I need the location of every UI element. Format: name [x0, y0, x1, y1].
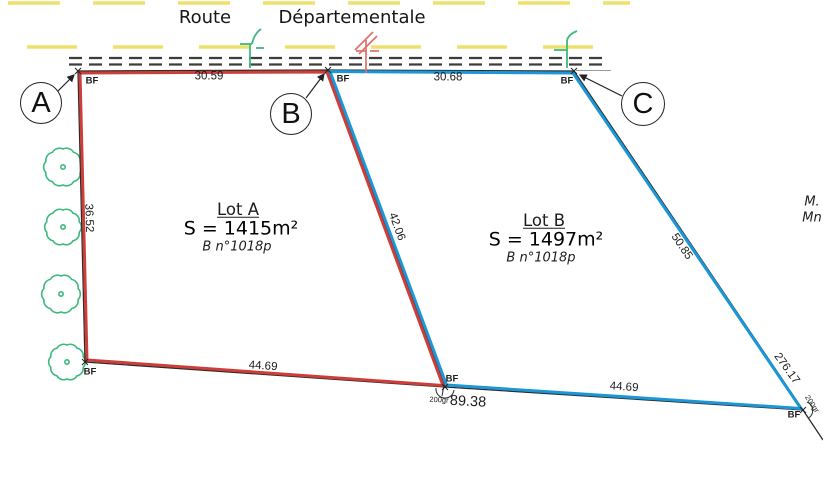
vertex-markers	[74, 66, 807, 414]
bf-label-bottom-mid: BF	[445, 373, 459, 385]
point-circle-c: C	[621, 82, 665, 126]
lot-a-name: Lot A	[217, 199, 259, 219]
point-label-c: C	[632, 87, 654, 120]
point-label-a: A	[31, 86, 51, 119]
point-circle-a: A	[20, 82, 62, 124]
road-edge-dashes	[69, 56, 608, 66]
dim-bc: 30.68	[433, 71, 463, 84]
road-name-word-1: Route	[178, 7, 232, 28]
dim-left-side: 36.52	[82, 203, 96, 233]
lot-b-name: Lot B	[522, 210, 566, 230]
bf-label-c: BF	[560, 75, 574, 87]
power-pole-icon	[354, 31, 379, 73]
margin-note-mn: Mn	[802, 210, 822, 226]
streetlight-icon-right	[554, 30, 578, 68]
bf-label-bottom-right: BF	[787, 409, 801, 421]
point-circle-b: B	[270, 93, 312, 135]
streetlight-icon-left	[240, 28, 264, 68]
dim-bottom-total: 89.38	[449, 392, 487, 411]
road-name-word-2: Départementale	[278, 7, 426, 28]
lot-b-parcel: B n°1018p	[506, 250, 576, 266]
bf-label-b: BF	[336, 73, 350, 85]
margin-note-m: M.	[804, 194, 820, 210]
lot-a-parcel: B n°1018p	[202, 239, 272, 255]
point-leader-lines	[57, 73, 623, 99]
angle-bottom-mid: 200gr	[429, 394, 449, 405]
tree-icons	[40, 147, 87, 381]
road-axis-markings	[8, 1, 630, 49]
lot-a-area: S = 1415m²	[183, 217, 299, 240]
dim-bottom-lot-b: 44.69	[609, 380, 639, 395]
bf-label-a: BF	[85, 75, 99, 87]
dim-ab: 30.59	[194, 70, 224, 83]
bf-label-bottom-left: BF	[83, 366, 97, 378]
lot-b-area: S = 1497m²	[488, 228, 604, 251]
dim-bottom-lot-a: 44.69	[248, 359, 278, 374]
angle-arc-annotations	[435, 384, 814, 419]
point-label-b: B	[281, 97, 301, 130]
